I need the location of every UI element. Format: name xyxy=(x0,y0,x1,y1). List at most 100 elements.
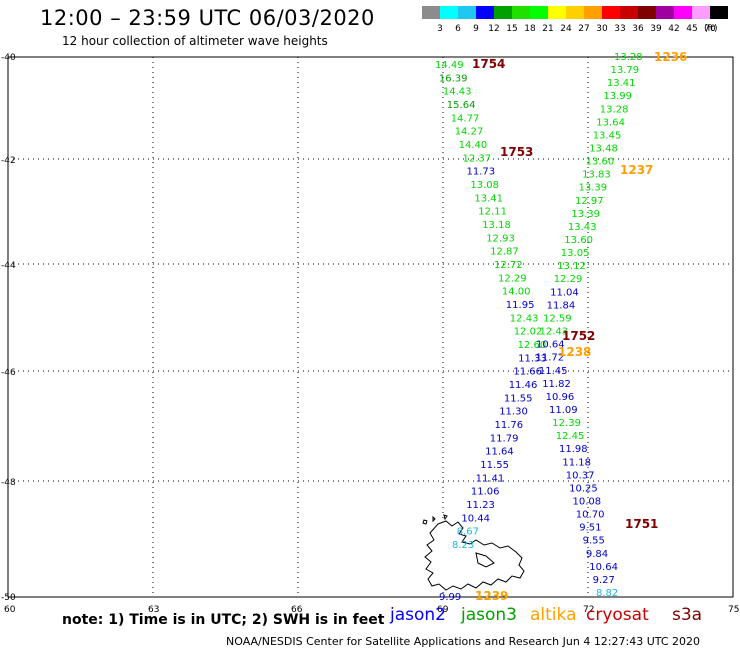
wave-height-label: 10.64 xyxy=(589,562,618,573)
scale-swatch xyxy=(458,6,476,19)
wave-height-label: 11.41 xyxy=(476,473,505,484)
graticule xyxy=(8,56,733,597)
scale-swatch xyxy=(440,6,458,19)
satellite-legend-jason3: jason3 xyxy=(461,605,517,625)
satellite-legend-s3a: s3a xyxy=(672,605,703,625)
wave-height-label: 12.37 xyxy=(463,153,492,164)
scale-swatch xyxy=(692,6,710,19)
scale-swatch xyxy=(422,6,440,19)
pass-time-label: 1754 xyxy=(472,57,505,71)
wave-height-label: 11.55 xyxy=(504,393,533,404)
pass-time-label: 1236 xyxy=(654,50,687,64)
wave-height-label: 8.82 xyxy=(596,588,618,599)
wave-height-label: 11.64 xyxy=(485,447,514,458)
wave-height-label: 10.44 xyxy=(461,513,490,524)
wave-height-label: 11.04 xyxy=(550,287,579,298)
wave-height-label: 11.46 xyxy=(509,380,538,391)
lat-label: -44 xyxy=(1,261,16,271)
wave-height-label: 16.39 xyxy=(439,73,468,84)
scale-swatch xyxy=(674,6,692,19)
wave-height-label: 11.98 xyxy=(559,444,588,455)
wave-height-label: 9.99 xyxy=(439,592,461,603)
pass-time-label: 1751 xyxy=(625,517,658,531)
wave-height-label: 11.66 xyxy=(513,367,542,378)
lon-label: 69 xyxy=(437,605,449,615)
wave-height-label: 11.72 xyxy=(536,353,565,364)
wave-height-label: 12.43 xyxy=(540,327,569,338)
lat-label: -48 xyxy=(1,478,16,488)
scale-swatch xyxy=(656,6,674,19)
scale-tick-label: 6 xyxy=(455,24,461,34)
wave-height-label: 13.48 xyxy=(589,144,618,155)
scale-tick-label: 12 xyxy=(488,24,499,34)
wave-height-label: 12.97 xyxy=(575,196,604,207)
wave-height-label: 13.83 xyxy=(582,170,611,181)
pass-time-label: 1237 xyxy=(620,163,653,177)
wave-height-label: 10.37 xyxy=(566,470,595,481)
wave-height-label: 12.02 xyxy=(514,327,543,338)
wave-height-label: 13.12 xyxy=(557,261,586,272)
scale-swatch xyxy=(710,6,728,19)
wave-height-label: 14.40 xyxy=(459,140,488,151)
wave-height-label: 13.41 xyxy=(607,78,636,89)
lat-label: -42 xyxy=(1,156,16,166)
wave-height-label: 11.33 xyxy=(518,353,547,364)
wave-height-label: 12.29 xyxy=(554,274,583,285)
scale-tick-label: 21 xyxy=(542,24,553,34)
scale-swatch xyxy=(548,6,566,19)
wave-height-label: 12.43 xyxy=(510,313,539,324)
scale-swatch xyxy=(638,6,656,19)
wave-height-label: 13.28 xyxy=(614,52,643,63)
wave-height-label: 10.70 xyxy=(576,510,605,521)
wave-height-label: 10.08 xyxy=(573,497,602,508)
wave-height-label: 11.95 xyxy=(506,300,535,311)
scale-tick-label: 33 xyxy=(614,24,625,34)
wave-height-label: 12.29 xyxy=(498,273,527,284)
wave-height-label: 10.64 xyxy=(536,340,565,351)
pass-time-label: 1239 xyxy=(475,589,508,603)
wave-height-label: 14.27 xyxy=(455,127,484,138)
wave-height-label: 11.18 xyxy=(562,457,591,468)
scale-tick-label: 27 xyxy=(578,24,589,34)
lon-label: 72 xyxy=(583,605,594,615)
wave-height-label: 12.87 xyxy=(490,247,519,258)
latitude-labels: -40 -42 -44 -46 -48 -50 xyxy=(1,53,16,603)
scale-unit-label: (ft) xyxy=(704,24,718,34)
wave-height-label: 13.60 xyxy=(586,157,615,168)
pass-time-labels: 1754 1753 1236 1237 1752 1238 1751 1239 xyxy=(472,50,687,603)
scale-tick-label: 42 xyxy=(668,24,679,34)
wave-height-label: 12.93 xyxy=(486,233,515,244)
wave-height-label: 12.39 xyxy=(552,418,581,429)
lon-label: 63 xyxy=(148,605,159,615)
wave-height-label: 12.59 xyxy=(543,314,572,325)
scale-tick-label: 24 xyxy=(560,24,572,34)
scale-tick-label: 15 xyxy=(506,24,517,34)
wave-height-label: 13.39 xyxy=(571,209,600,220)
wave-height-label: 11.76 xyxy=(495,420,524,431)
satellite-legend-cryosat: cryosat xyxy=(586,605,649,625)
pass-time-label: 1753 xyxy=(500,145,533,159)
pass-time-label: 1752 xyxy=(562,329,595,343)
wave-height-label: 11.84 xyxy=(547,300,576,311)
wave-height-label: 11.79 xyxy=(490,433,519,444)
wave-height-label: 13.05 xyxy=(561,248,590,259)
scale-swatch xyxy=(476,6,494,19)
scale-swatch xyxy=(494,6,512,19)
wave-height-label: 11.09 xyxy=(549,405,578,416)
island-outline xyxy=(422,514,525,591)
wave-height-label: 9.27 xyxy=(593,575,615,586)
wave-height-label: 10.25 xyxy=(569,483,598,494)
wave-height-tracks: 14.49 16.39 14.43 15.64 14.77 14.27 14.40 12.37… xyxy=(435,52,643,603)
scale-swatch xyxy=(620,6,638,19)
wave-height-label: 13.18 xyxy=(482,220,511,231)
wave-height-label: 14.43 xyxy=(443,87,472,98)
wave-height-label: 10.96 xyxy=(546,392,575,403)
wave-height-label: 11.06 xyxy=(471,487,500,498)
scale-tick-label: 18 xyxy=(524,24,536,34)
wave-height-label: 14.49 xyxy=(435,60,464,71)
wave-height-label: 13.43 xyxy=(568,222,597,233)
wave-height-label: 13.99 xyxy=(603,91,632,102)
lon-label: 60 xyxy=(4,605,16,615)
lat-label: -46 xyxy=(1,368,16,378)
wave-height-label: 13.28 xyxy=(600,104,629,115)
